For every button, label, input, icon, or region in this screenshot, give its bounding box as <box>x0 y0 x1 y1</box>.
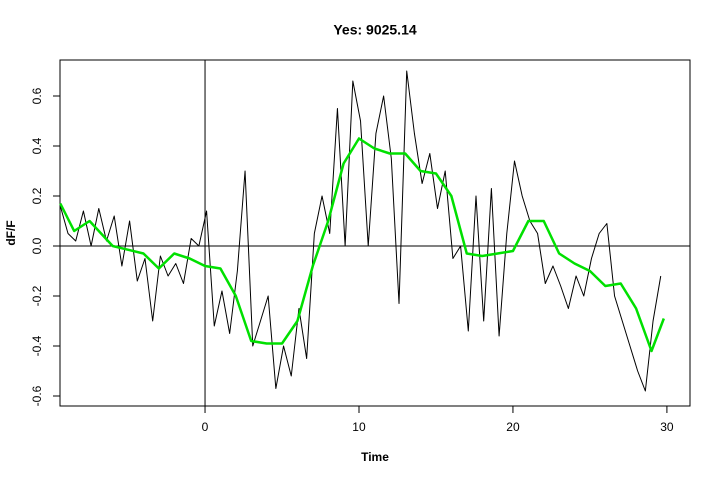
x-axis-label: Time <box>361 450 389 464</box>
x-tick-label: 0 <box>202 420 209 434</box>
x-tick-label: 10 <box>352 420 366 434</box>
y-tick-label: 0.2 <box>30 187 44 204</box>
y-tick-label: -0.2 <box>30 285 44 306</box>
y-axis-label: dF/F <box>4 220 18 245</box>
series-line <box>59 70 662 392</box>
series-line <box>59 137 665 353</box>
x-tick-label: 30 <box>660 420 674 434</box>
y-tick-label: 0.6 <box>30 87 44 104</box>
y-tick-label: 0.0 <box>30 237 44 254</box>
y-tick-label: 0.4 <box>30 137 44 154</box>
chart-title: Yes: 9025.14 <box>333 22 417 38</box>
x-tick-label: 20 <box>506 420 520 434</box>
y-tick-label: -0.6 <box>30 385 44 406</box>
y-tick-label: -0.4 <box>30 335 44 356</box>
plot-frame <box>59 59 691 407</box>
